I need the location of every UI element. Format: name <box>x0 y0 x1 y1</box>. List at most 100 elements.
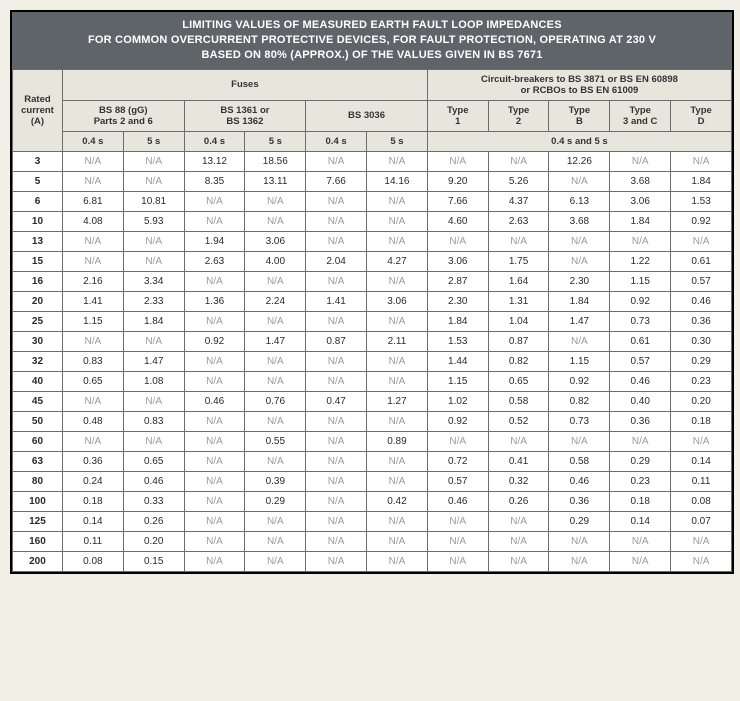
header-bs1361-5: 5 s <box>245 131 306 151</box>
cell-rated: 45 <box>13 391 63 411</box>
cell-value: N/A <box>184 491 245 511</box>
cell-value: 0.36 <box>62 451 123 471</box>
cell-rated: 80 <box>13 471 63 491</box>
cell-value: N/A <box>123 331 184 351</box>
header-bs88: BS 88 (gG)Parts 2 and 6 <box>62 100 184 131</box>
cell-value: 6.81 <box>62 191 123 211</box>
header-bs1361-04: 0.4 s <box>184 131 245 151</box>
cell-value: N/A <box>306 431 367 451</box>
cell-rated: 3 <box>13 151 63 171</box>
cell-value: 4.60 <box>427 211 488 231</box>
cell-value: 0.46 <box>427 491 488 511</box>
cell-value: N/A <box>488 551 549 571</box>
cell-value: 1.04 <box>488 311 549 331</box>
cell-value: 2.30 <box>427 291 488 311</box>
cell-value: 1.47 <box>245 331 306 351</box>
cell-value: 0.82 <box>488 351 549 371</box>
table-row: 1000.180.33N/A0.29N/A0.420.460.260.360.1… <box>13 491 732 511</box>
cell-value: 2.11 <box>367 331 428 351</box>
cell-rated: 40 <box>13 371 63 391</box>
cell-value: N/A <box>245 351 306 371</box>
cell-value: 0.23 <box>610 471 671 491</box>
header-bs88-04: 0.4 s <box>62 131 123 151</box>
cell-rated: 5 <box>13 171 63 191</box>
cell-value: N/A <box>427 551 488 571</box>
cell-value: 2.24 <box>245 291 306 311</box>
cell-value: 3.68 <box>610 171 671 191</box>
cell-rated: 6 <box>13 191 63 211</box>
cell-value: 1.64 <box>488 271 549 291</box>
cell-value: 0.18 <box>62 491 123 511</box>
cell-value: 0.47 <box>306 391 367 411</box>
header-type3C: Type3 and C <box>610 100 671 131</box>
cell-value: 7.66 <box>427 191 488 211</box>
cell-value: 0.46 <box>123 471 184 491</box>
cell-value: N/A <box>245 531 306 551</box>
cell-value: 0.26 <box>123 511 184 531</box>
cell-rated: 200 <box>13 551 63 571</box>
header-breakers: Circuit-breakers to BS 3871 or BS EN 608… <box>427 69 731 100</box>
table-row: 800.240.46N/A0.39N/AN/A0.570.320.460.230… <box>13 471 732 491</box>
cell-value: N/A <box>427 431 488 451</box>
cell-value: 0.92 <box>671 211 732 231</box>
cell-value: N/A <box>62 251 123 271</box>
cell-value: 1.94 <box>184 231 245 251</box>
table-row: 201.412.331.362.241.413.062.301.311.840.… <box>13 291 732 311</box>
cell-value: 18.56 <box>245 151 306 171</box>
cell-value: N/A <box>367 191 428 211</box>
title-line-1: LIMITING VALUES OF MEASURED EARTH FAULT … <box>182 19 562 31</box>
cell-value: N/A <box>367 211 428 231</box>
table-row: 1600.110.20N/AN/AN/AN/AN/AN/AN/AN/AN/A <box>13 531 732 551</box>
cell-value: N/A <box>184 451 245 471</box>
cell-value: 1.41 <box>306 291 367 311</box>
cell-value: 0.20 <box>123 531 184 551</box>
cell-value: 1.41 <box>62 291 123 311</box>
header-fuses: Fuses <box>62 69 427 100</box>
cell-value: N/A <box>427 531 488 551</box>
cell-value: 1.84 <box>549 291 610 311</box>
cell-value: N/A <box>671 551 732 571</box>
cell-rated: 16 <box>13 271 63 291</box>
cell-value: N/A <box>549 431 610 451</box>
cell-rated: 13 <box>13 231 63 251</box>
cell-value: N/A <box>306 451 367 471</box>
cell-value: 0.11 <box>62 531 123 551</box>
table-row: 13N/AN/A1.943.06N/AN/AN/AN/AN/AN/AN/A <box>13 231 732 251</box>
cell-value: N/A <box>367 371 428 391</box>
cell-value: N/A <box>62 171 123 191</box>
cell-value: N/A <box>488 151 549 171</box>
cell-rated: 32 <box>13 351 63 371</box>
cell-value: N/A <box>488 431 549 451</box>
cell-value: 0.26 <box>488 491 549 511</box>
header-typeD: TypeD <box>671 100 732 131</box>
cell-value: 0.36 <box>671 311 732 331</box>
table-row: 162.163.34N/AN/AN/AN/A2.871.642.301.150.… <box>13 271 732 291</box>
cell-value: 0.87 <box>306 331 367 351</box>
cell-value: N/A <box>306 531 367 551</box>
cell-value: N/A <box>306 371 367 391</box>
cell-value: 0.65 <box>123 451 184 471</box>
cell-value: 0.58 <box>549 451 610 471</box>
cell-value: 4.00 <box>245 251 306 271</box>
cell-value: N/A <box>367 311 428 331</box>
cell-rated: 10 <box>13 211 63 231</box>
cell-value: 0.92 <box>549 371 610 391</box>
cell-value: 5.93 <box>123 211 184 231</box>
cell-value: N/A <box>184 371 245 391</box>
cell-value: N/A <box>610 151 671 171</box>
cell-value: 0.57 <box>427 471 488 491</box>
cell-value: 2.87 <box>427 271 488 291</box>
cell-value: 1.44 <box>427 351 488 371</box>
cell-value: 8.35 <box>184 171 245 191</box>
cell-rated: 125 <box>13 511 63 531</box>
cell-value: 0.61 <box>610 331 671 351</box>
cell-value: N/A <box>671 431 732 451</box>
cell-value: 0.29 <box>245 491 306 511</box>
cell-value: 0.11 <box>671 471 732 491</box>
cell-value: 5.26 <box>488 171 549 191</box>
table-row: 500.480.83N/AN/AN/AN/A0.920.520.730.360.… <box>13 411 732 431</box>
cell-value: N/A <box>123 431 184 451</box>
cell-value: N/A <box>184 191 245 211</box>
cell-value: 4.37 <box>488 191 549 211</box>
cell-value: 3.06 <box>610 191 671 211</box>
